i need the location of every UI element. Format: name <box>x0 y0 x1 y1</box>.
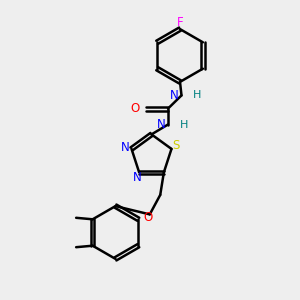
Text: N: N <box>157 118 166 131</box>
Text: F: F <box>177 16 183 29</box>
Text: N: N <box>133 171 142 184</box>
Text: N: N <box>121 141 129 154</box>
Text: O: O <box>144 212 153 224</box>
Text: H: H <box>179 119 188 130</box>
Text: O: O <box>130 102 140 115</box>
Text: S: S <box>172 139 180 152</box>
Text: N: N <box>170 89 179 102</box>
Text: H: H <box>193 90 201 100</box>
